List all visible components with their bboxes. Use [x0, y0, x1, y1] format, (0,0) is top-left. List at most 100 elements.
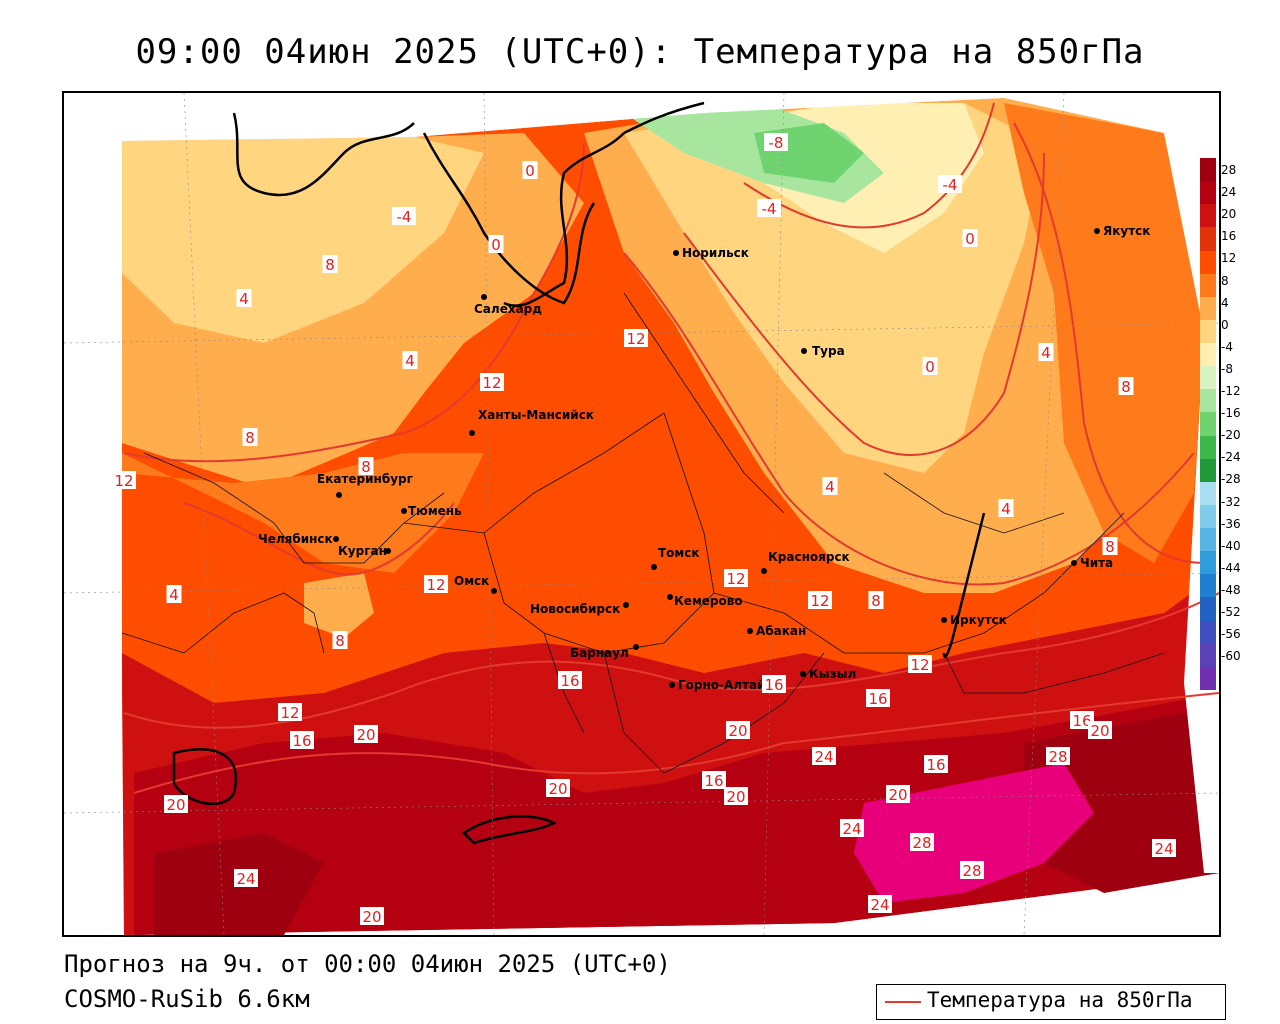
colorbar-segment	[1200, 504, 1216, 529]
isotherm-label: 0	[488, 235, 504, 254]
isotherm-label: 4	[166, 585, 182, 604]
isotherm-label: 0	[522, 161, 538, 180]
svg-text:28: 28	[1048, 748, 1067, 766]
colorbar-tick-label: -32	[1221, 494, 1241, 509]
model-name: COSMO-RuSib 6.6км	[64, 985, 310, 1013]
colorbar-tick-label: 28	[1221, 163, 1237, 177]
svg-text:20: 20	[548, 780, 567, 798]
map-canvas	[64, 93, 1219, 935]
zone-0-4-northwest	[122, 137, 484, 343]
isotherm-label: 20	[1088, 721, 1112, 740]
isotherm-label: 4	[822, 477, 838, 496]
svg-text:12: 12	[810, 592, 829, 610]
city-marker	[747, 628, 753, 634]
svg-text:12: 12	[726, 570, 745, 588]
isotherm-label: -4	[757, 199, 781, 218]
svg-text:8: 8	[1105, 538, 1115, 556]
isotherm-label: 16	[866, 689, 890, 708]
isotherm-label: 8	[1118, 377, 1134, 396]
city-marker	[667, 594, 673, 600]
isotherm-label: 8	[358, 457, 374, 476]
colorbar-segment	[1200, 435, 1216, 460]
colorbar-segment	[1200, 273, 1216, 298]
isotherm-label: 24	[234, 869, 258, 888]
isotherm-label: 16	[702, 771, 726, 790]
colorbar-tick-label: -12	[1221, 384, 1241, 398]
city-label: Тюмень	[408, 504, 462, 518]
colorbar-segment	[1200, 296, 1216, 321]
isotherm-label: 8	[242, 428, 258, 447]
colorbar-tick-label: 8	[1221, 273, 1229, 288]
svg-text:4: 4	[1001, 500, 1011, 518]
isotherm-label: 8	[1102, 537, 1118, 556]
isotherm-label: 16	[558, 671, 582, 690]
svg-text:-4: -4	[762, 200, 777, 218]
isotherm-label: 24	[812, 747, 836, 766]
svg-text:20: 20	[362, 908, 381, 926]
colorbar-segment	[1200, 319, 1216, 344]
colorbar-segment	[1200, 412, 1216, 437]
isotherm-label: 20	[886, 785, 910, 804]
city-marker	[941, 617, 947, 623]
svg-text:20: 20	[728, 722, 747, 740]
city-label: Чита	[1080, 556, 1113, 570]
isotherm-label: 8	[868, 591, 884, 610]
isotherm-label: -4	[938, 175, 962, 194]
colorbar-segment	[1200, 250, 1216, 275]
isotherm-label: 12	[424, 575, 448, 594]
svg-text:12: 12	[910, 656, 929, 674]
svg-text:8: 8	[1121, 378, 1131, 396]
isotherm-label: 4	[1038, 343, 1054, 362]
svg-text:8: 8	[871, 592, 881, 610]
city-marker	[469, 430, 475, 436]
svg-text:-4: -4	[943, 176, 958, 194]
svg-text:-4: -4	[397, 208, 412, 226]
colorbar-tick-label: -60	[1221, 649, 1241, 664]
isotherm-label: 12	[908, 655, 932, 674]
colorbar-tick-label: -24	[1221, 450, 1241, 465]
colorbar-tick-label: -36	[1221, 516, 1241, 531]
svg-text:16: 16	[926, 756, 945, 774]
city-label: Красноярск	[768, 550, 850, 564]
isotherm-label: 0	[962, 229, 978, 248]
city-label: Иркутск	[950, 613, 1007, 627]
svg-text:-8: -8	[769, 134, 784, 152]
isotherm-label: 16	[762, 675, 786, 694]
isotherm-label: 12	[724, 569, 748, 588]
city-label: Кемерово	[674, 594, 743, 608]
svg-text:20: 20	[1090, 722, 1109, 740]
colorbar-segment	[1200, 204, 1216, 228]
colorbar-segment	[1200, 666, 1216, 691]
colorbar-segment	[1200, 528, 1216, 552]
svg-text:24: 24	[814, 748, 833, 766]
colorbar-segment	[1200, 343, 1216, 367]
city-marker	[633, 644, 639, 650]
svg-text:4: 4	[239, 290, 249, 308]
city-label: Томск	[658, 546, 700, 560]
isotherm-label: 4	[998, 499, 1014, 518]
svg-text:12: 12	[482, 374, 501, 392]
isotherm-label: 16	[290, 731, 314, 750]
city-marker	[669, 682, 675, 688]
svg-text:8: 8	[325, 256, 335, 274]
isotherm-label: 20	[726, 721, 750, 740]
svg-text:0: 0	[491, 236, 501, 254]
legend-line-swatch	[885, 1001, 921, 1003]
svg-text:12: 12	[280, 704, 299, 722]
svg-text:4: 4	[169, 586, 179, 604]
svg-text:20: 20	[166, 796, 185, 814]
zone-28-pink	[854, 763, 1094, 903]
colorbar-tick-label: -8	[1221, 361, 1233, 376]
colorbar-segment	[1200, 158, 1216, 182]
city-marker	[761, 568, 767, 574]
colorbar-tick-label: 12	[1221, 251, 1237, 266]
city-marker	[481, 294, 487, 300]
admin-borders	[121, 292, 1165, 774]
svg-text:16: 16	[1072, 712, 1091, 730]
colorbar-tick-label: -56	[1221, 627, 1241, 642]
colorbar-tick-label: -20	[1221, 428, 1241, 443]
isotherm-label: 8	[322, 255, 338, 274]
svg-text:12: 12	[114, 472, 133, 490]
city-label: Новосибирск	[530, 602, 620, 616]
svg-text:24: 24	[1154, 840, 1173, 858]
